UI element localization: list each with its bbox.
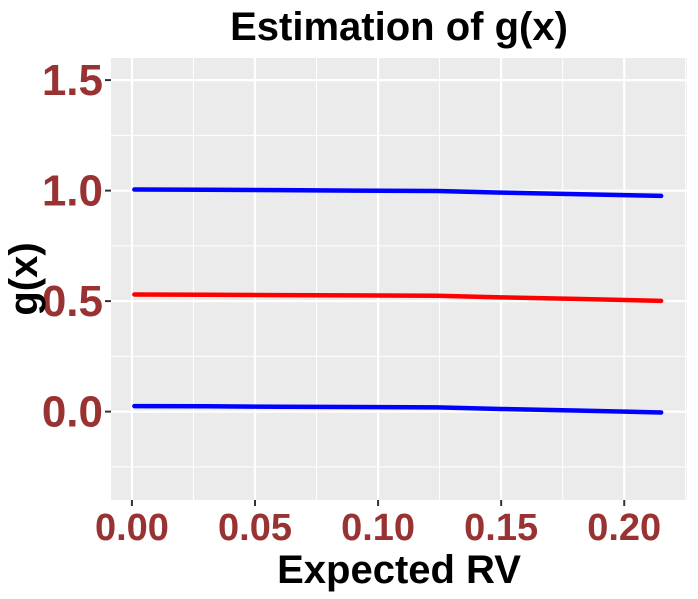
y-tick-label: 1.5 (42, 56, 103, 105)
x-tick-label: 0.15 (464, 507, 538, 549)
series-line-upper-band (132, 187, 664, 199)
axis-ticks (105, 79, 626, 506)
chart-title: Estimation of g(x) (230, 5, 568, 49)
plot-panel (111, 58, 687, 500)
x-tick-label: 0.00 (95, 507, 169, 549)
y-tick-labels: 0.0 0.5 1.0 1.5 (42, 56, 103, 437)
series-line-estimate (132, 292, 664, 304)
x-tick-labels: 0.00 0.05 0.10 0.15 0.20 (95, 507, 661, 549)
y-tick-label: 0.0 (42, 388, 103, 437)
x-axis-title: Expected RV (277, 548, 521, 592)
y-axis-title: g(x) (2, 242, 46, 315)
grid-minor (111, 58, 687, 500)
x-tick-label: 0.05 (218, 507, 292, 549)
y-tick-label: 1.0 (42, 167, 103, 216)
x-tick-label: 0.20 (587, 507, 661, 549)
y-tick-label: 0.5 (42, 277, 103, 326)
series-line-lower-band (132, 403, 664, 415)
series-layer (132, 187, 664, 415)
x-tick-label: 0.10 (341, 507, 415, 549)
